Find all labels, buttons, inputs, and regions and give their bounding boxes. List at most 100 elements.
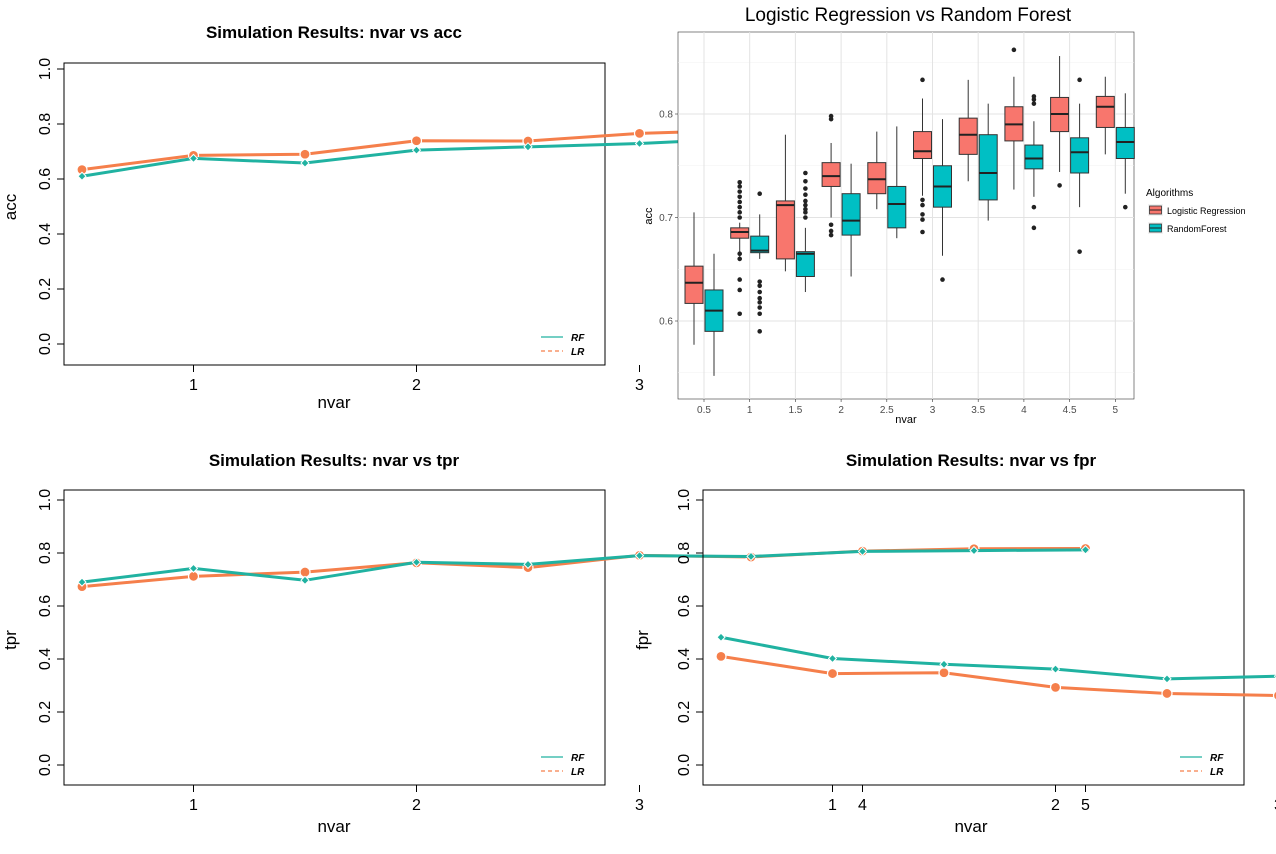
data-point-RF (188, 153, 199, 164)
legend-label: RandomForest (1167, 224, 1227, 234)
box-RandomForest (750, 235, 770, 254)
box-Logistic Regression (958, 117, 978, 155)
box-outlier (920, 77, 925, 83)
data-point-LR (299, 148, 311, 160)
box-outlier (1077, 249, 1082, 254)
data-point-RF (411, 557, 422, 567)
box-outlier (1031, 204, 1037, 210)
box-outlier (828, 232, 834, 238)
data-point-LR (826, 667, 839, 680)
box-Logistic Regression (821, 162, 841, 187)
x-tick-label: 1.5 (788, 405, 802, 416)
data-point-RF (634, 550, 645, 561)
box-RandomForest (1024, 144, 1044, 170)
x-axis-label: nvar (317, 393, 350, 412)
legend-label-LR: LR (571, 347, 585, 358)
x-tick-label: 4 (858, 797, 867, 814)
data-point-RF (827, 653, 838, 664)
box-outlier (757, 300, 762, 305)
data-point-RF (969, 545, 979, 556)
box-outlier (920, 202, 925, 208)
box-outlier (803, 206, 808, 212)
series-line-RF (720, 635, 1276, 681)
y-tick-label: 1.0 (37, 489, 54, 511)
box-outlier (920, 229, 925, 235)
box-outlier (1123, 204, 1128, 210)
data-point-LR (1049, 681, 1062, 693)
legend-label-RF: RF (571, 753, 585, 764)
data-point-LR (1161, 687, 1173, 700)
data-point-RF (634, 138, 645, 149)
box-outlier (803, 202, 808, 208)
data-point-LR (299, 566, 311, 578)
y-tick-label: 1.0 (676, 489, 693, 511)
box-outlier (757, 283, 762, 289)
box-outlier (1011, 47, 1017, 53)
data-point-RF (1050, 664, 1061, 674)
box-RandomForest (795, 251, 815, 277)
box-outlier (940, 277, 945, 282)
box-outlier (737, 256, 742, 262)
y-tick-label: 0.0 (37, 333, 54, 355)
box-outlier (828, 228, 834, 234)
box-outlier (803, 198, 808, 204)
box-outlier (737, 287, 742, 293)
data-point-LR (1272, 690, 1276, 701)
box-outlier (757, 279, 762, 284)
box-outlier (737, 194, 742, 200)
data-point-RF (523, 142, 533, 152)
box-outlier (920, 212, 925, 217)
box-outlier (828, 113, 834, 119)
y-tick-label: 0.8 (676, 542, 693, 564)
data-point-RF (857, 546, 868, 557)
y-tick-label: 0.6 (676, 595, 693, 617)
plot-frame (63, 62, 606, 366)
y-axis-label: acc (1, 193, 20, 220)
data-point-LR (715, 650, 727, 662)
x-tick-label: 1 (189, 377, 198, 394)
data-point-RF (1162, 674, 1172, 684)
data-point-RF (746, 551, 756, 562)
x-tick-label: 3 (635, 377, 644, 394)
x-tick-label: 5 (1081, 797, 1090, 814)
x-tick-label: 3 (635, 797, 644, 814)
box-outlier (737, 204, 742, 210)
legend-label-LR: LR (571, 767, 585, 778)
box-outlier (1057, 183, 1062, 188)
box-outlier (737, 311, 742, 317)
data-point-LR (410, 135, 423, 147)
legend-label-LR: LR (1210, 767, 1224, 778)
box-outlier (803, 215, 808, 220)
y-tick-label: 0.2 (676, 701, 693, 723)
data-point-RF (300, 575, 310, 586)
box-outlier (803, 186, 808, 191)
line-panel-3: Simulation Results: nvar vs tpr 0.0 0.2 0.4… (1, 451, 1092, 836)
box-Logistic Regression (867, 162, 887, 195)
box-outlier (1077, 77, 1082, 83)
box-outlier (757, 311, 762, 317)
legend-label: Logistic Regression (1167, 206, 1246, 216)
box-outlier (737, 277, 742, 282)
x-axis-label: nvar (317, 817, 350, 836)
line-panel-4: Simulation Results: nvar vs fpr 0.0 0.2 0.4… (633, 451, 1276, 836)
box-RandomForest (1070, 137, 1090, 174)
box-outlier (757, 289, 762, 295)
box-Logistic Regression (1095, 95, 1115, 128)
box-Logistic Regression (775, 200, 795, 260)
box-RandomForest (887, 185, 907, 229)
data-point-RF (1080, 545, 1091, 555)
x-tick-label: 1 (747, 405, 753, 416)
box-outlier (803, 170, 808, 176)
box-outlier (737, 210, 742, 215)
box-outlier (920, 217, 925, 222)
data-point-RF (300, 158, 310, 168)
x-tick-label: 2 (838, 405, 844, 416)
x-axis-label: nvar (954, 817, 987, 836)
box-outlier (757, 295, 762, 301)
box-outlier (757, 305, 762, 310)
y-tick-label: 0.8 (37, 542, 54, 564)
legend-label-RF: RF (1210, 753, 1224, 764)
box-outlier (757, 191, 762, 196)
x-tick-label: 1 (189, 797, 198, 814)
x-tick-label: 1 (828, 797, 837, 814)
